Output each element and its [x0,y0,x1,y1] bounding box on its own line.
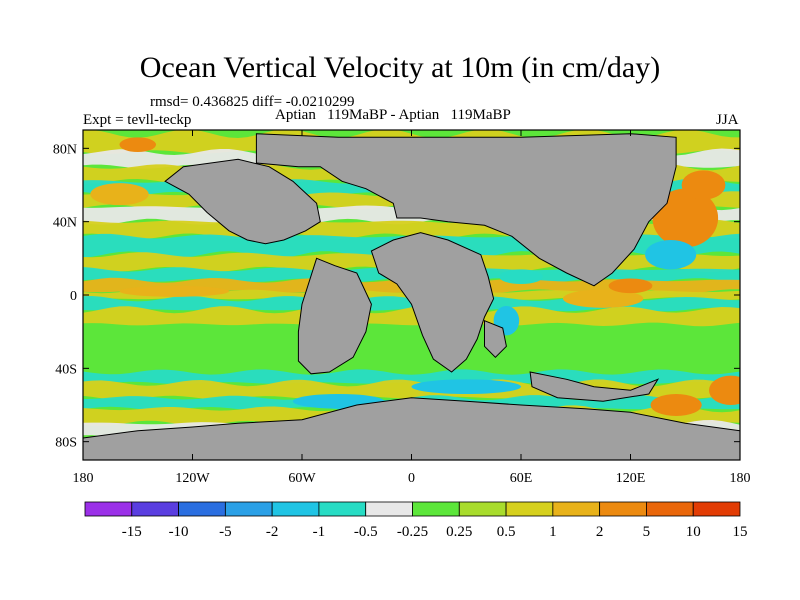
continent-india [484,319,507,359]
expt-label: Expt = tevll-teckp [83,112,192,128]
x-tick-label: 120E [616,471,646,486]
field-patch [562,289,644,308]
season-label: JJA [716,112,739,128]
field-patch [90,183,149,206]
colorbar-label: 0.25 [446,524,472,540]
colorbar-swatch [84,501,133,517]
x-tick-label: 60E [510,471,533,486]
colorbar-label: 2 [596,524,604,540]
colorbar-label: 5 [643,524,651,540]
field-patch [650,394,702,416]
continent-antarctica [83,397,740,460]
colorbar-label: 15 [733,524,748,540]
y-tick-label: 80N [53,142,77,157]
x-tick-label: 60W [288,471,316,486]
y-tick-label: 0 [70,289,77,304]
map-area [83,130,740,460]
stats-text: rmsd= 0.436825 diff= -0.0210299 [150,94,355,110]
y-tick-label: 40S [55,362,77,377]
field-patch [681,170,726,200]
colorbar-label: -10 [169,524,189,540]
continent-north-america [164,158,321,245]
continent-australia [529,371,660,402]
x-tick-label: 180 [73,471,94,486]
colorbar-label: -2 [266,524,279,540]
colorbar-swatch [224,501,273,517]
continent-eurasia [255,133,677,287]
x-tick-label: 120W [175,471,210,486]
colorbar-swatch [412,501,460,517]
continent-africa [370,232,495,373]
colorbar-label: -5 [219,524,232,540]
field-patch [411,379,521,394]
colorbar-swatch [505,501,554,517]
colorbar-label: -15 [122,524,142,540]
colorbar-label: -0.5 [354,524,378,540]
axes: 180 120W 60W 0 60E 120E 180 80N 40N 0 40S 80S [53,129,751,486]
colorbar-swatch [692,501,741,517]
field-patch [708,375,740,405]
colorbar-label: 1 [549,524,557,540]
field-patch [119,285,229,297]
colorbar-label: -1 [313,524,326,540]
colorbar-swatch [131,501,179,517]
field-layer [83,130,740,460]
y-tick-label: 40N [53,216,77,231]
colorbar-swatch [271,501,320,517]
field-patch [652,188,719,248]
y-tick-label: 80S [55,436,77,451]
field-band [83,369,740,385]
colorbar-label: -0.25 [397,524,428,540]
colorbar-swatch [318,501,367,517]
colorbar-swatch [178,501,226,517]
colorbar-swatch [646,501,694,517]
field-patch [119,137,156,153]
colorbar-label: 10 [686,524,701,540]
colorbar-swatch [365,501,413,517]
x-tick-label: 180 [730,471,751,486]
field-band [83,306,740,327]
field-patch [645,240,697,270]
colorbar-swatch [599,501,647,517]
colorbar: -15 -10 -5 -2 -1 -0.5 -0.25 0.25 0.5 1 2 5 10 15 [84,501,748,540]
field-patch [499,269,543,284]
x-tick-label: 0 [408,471,415,486]
colorbar-label: 0.5 [497,524,516,540]
continent-south-america [297,257,372,375]
experiment-period-label: Aptian 119MaBP - Aptian 119MaBP [275,107,511,123]
colorbar-swatch [552,501,601,517]
chart-title: Ocean Vertical Velocity at 10m (in cm/da… [139,51,661,84]
field-patch [608,278,653,294]
colorbar-swatch [458,501,507,517]
